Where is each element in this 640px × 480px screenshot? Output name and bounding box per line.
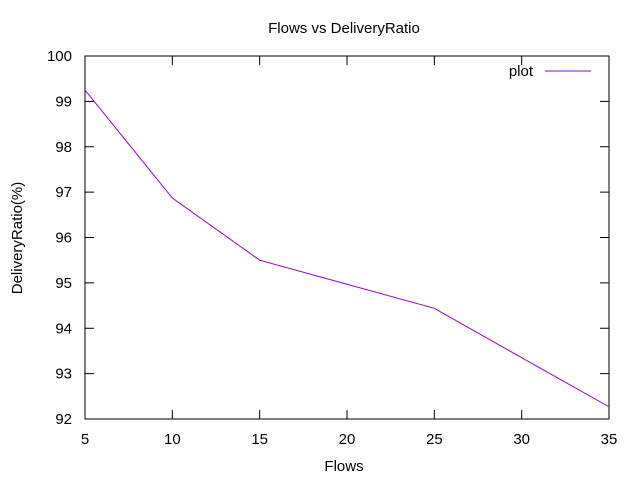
y-tick-label: 99 <box>55 93 72 110</box>
y-axis: 92 93 94 95 96 97 98 99 100 <box>47 48 609 428</box>
chart-title: Flows vs DeliveryRatio <box>268 20 420 37</box>
legend: plot <box>509 63 591 80</box>
x-tick-label: 10 <box>164 431 181 448</box>
y-tick-label: 98 <box>55 139 72 156</box>
x-tick-label: 20 <box>339 431 356 448</box>
y-tick-label: 92 <box>55 411 72 428</box>
x-tick-label: 15 <box>251 431 268 448</box>
y-tick-label: 95 <box>55 275 72 292</box>
x-axis-label: Flows <box>324 458 363 475</box>
y-tick-label: 97 <box>55 184 72 201</box>
y-axis-label: DeliveryRatio(%) <box>9 182 26 295</box>
y-tick-label: 100 <box>47 48 72 65</box>
plot-frame <box>84 55 610 420</box>
x-axis: 5 10 15 20 25 30 35 <box>81 56 618 448</box>
legend-label: plot <box>509 63 534 80</box>
x-tick-label: 35 <box>601 431 618 448</box>
y-tick-label: 94 <box>55 320 72 337</box>
y-tick-label: 96 <box>55 230 72 247</box>
series-line <box>84 89 610 408</box>
series-layer <box>84 89 610 408</box>
x-tick-label: 30 <box>513 431 530 448</box>
y-tick-label: 93 <box>55 366 72 383</box>
x-tick-label: 5 <box>81 431 89 448</box>
x-tick-label: 25 <box>426 431 443 448</box>
